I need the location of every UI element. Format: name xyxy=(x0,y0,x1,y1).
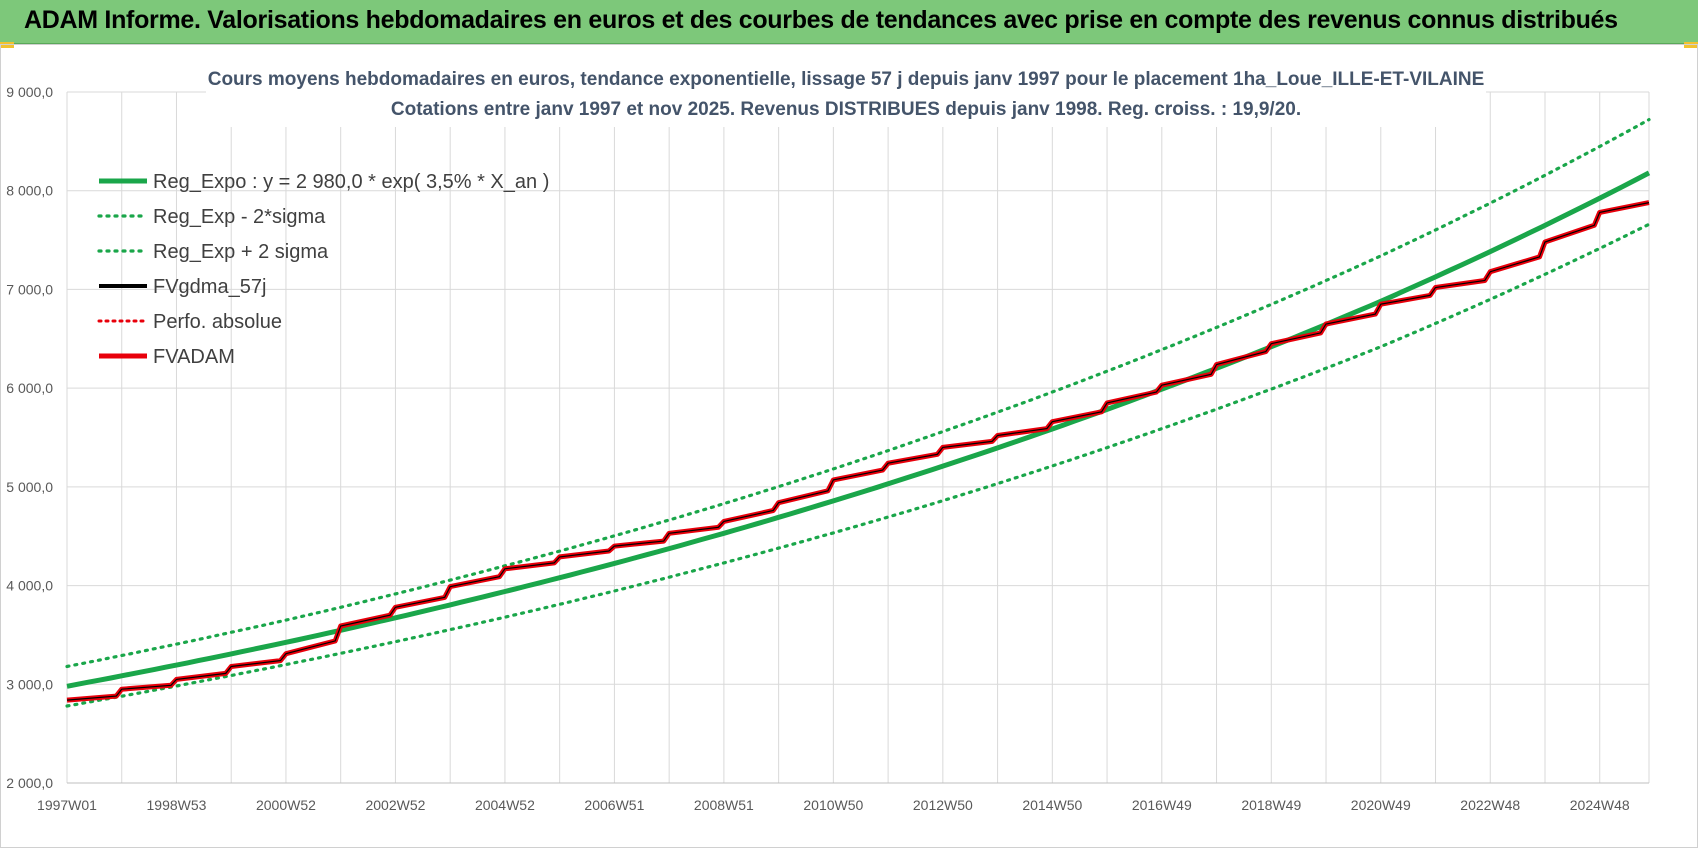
y-tick-label: 2 000,0 xyxy=(6,775,53,791)
legend-label: FVgdma_57j xyxy=(153,276,266,298)
x-tick-label: 2022W48 xyxy=(1460,797,1520,813)
x-tick-label: 2014W50 xyxy=(1022,797,1082,813)
legend-label: FVADAM xyxy=(153,346,235,368)
chart-title-line1: Cours moyens hebdomadaires en euros, ten… xyxy=(208,69,1485,90)
header-banner: ADAM Informe. Valorisations hebdomadaire… xyxy=(0,0,1698,44)
chart-title-line2: Cotations entre janv 1997 et nov 2025. R… xyxy=(391,99,1301,120)
title-backdrop xyxy=(206,65,1486,127)
series-line-reg-expo xyxy=(66,170,1651,689)
x-tick-label: 2024W48 xyxy=(1570,797,1630,813)
corner-marker-left xyxy=(0,42,14,48)
series-line-reg-exp-2-sigma xyxy=(65,118,1651,669)
legend-label: Reg_Expo : y = 2 980,0 * exp( 3,5% * X_a… xyxy=(153,171,549,193)
x-tick-label: 2004W52 xyxy=(475,797,535,813)
y-tick-label: 7 000,0 xyxy=(6,281,53,297)
chart-area: 2 000,0 3 000,0 4 000,0 5 000,0 6 000,0 7 000… xyxy=(0,44,1698,848)
legend: Reg_Expo : y = 2 980,0 * exp( 3,5% * X_a… xyxy=(97,171,549,368)
y-tick-label: 6 000,0 xyxy=(6,380,53,396)
corner-marker-right xyxy=(1684,42,1698,48)
y-tick-label: 3 000,0 xyxy=(6,676,53,692)
y-tick-label: 4 000,0 xyxy=(6,578,53,594)
x-tick-label: 2008W51 xyxy=(694,797,754,813)
x-tick-label: 2020W49 xyxy=(1351,797,1411,813)
y-tick-label: 9 000,0 xyxy=(6,84,53,100)
series-lines xyxy=(65,118,1651,708)
series-line-fvadam xyxy=(66,200,1650,703)
x-tick-label: 2010W50 xyxy=(803,797,863,813)
y-tick-label: 5 000,0 xyxy=(6,479,53,495)
x-tick-label: 2002W52 xyxy=(365,797,425,813)
y-tick-label: 8 000,0 xyxy=(6,183,53,199)
series-line-fvgdma-57j xyxy=(66,202,1650,701)
legend-label: Reg_Exp - 2*sigma xyxy=(153,206,326,228)
x-tick-label: 2012W50 xyxy=(913,797,973,813)
series-line-reg-exp-2-sigma xyxy=(65,222,1651,708)
x-tick-label: 2006W51 xyxy=(584,797,644,813)
x-tick-label: 2016W49 xyxy=(1132,797,1192,813)
page-title: ADAM Informe. Valorisations hebdomadaire… xyxy=(24,6,1618,34)
x-tick-label: 1998W53 xyxy=(147,797,207,813)
legend-label: Reg_Exp + 2 sigma xyxy=(153,241,329,263)
y-tick-labels: 2 000,0 3 000,0 4 000,0 5 000,0 6 000,0 7 000… xyxy=(6,84,53,791)
grid-lines xyxy=(66,91,1650,784)
chart-svg: 2 000,0 3 000,0 4 000,0 5 000,0 6 000,0 7 000… xyxy=(6,65,1651,813)
x-tick-label: 2018W49 xyxy=(1241,797,1301,813)
x-tick-label: 2000W52 xyxy=(256,797,316,813)
x-tick-label: 1997W01 xyxy=(37,797,97,813)
legend-label: Perfo. absolue xyxy=(153,311,282,333)
x-tick-labels: 1997W01 1998W53 2000W52 2002W52 2004W52 2006W… xyxy=(37,797,1630,813)
